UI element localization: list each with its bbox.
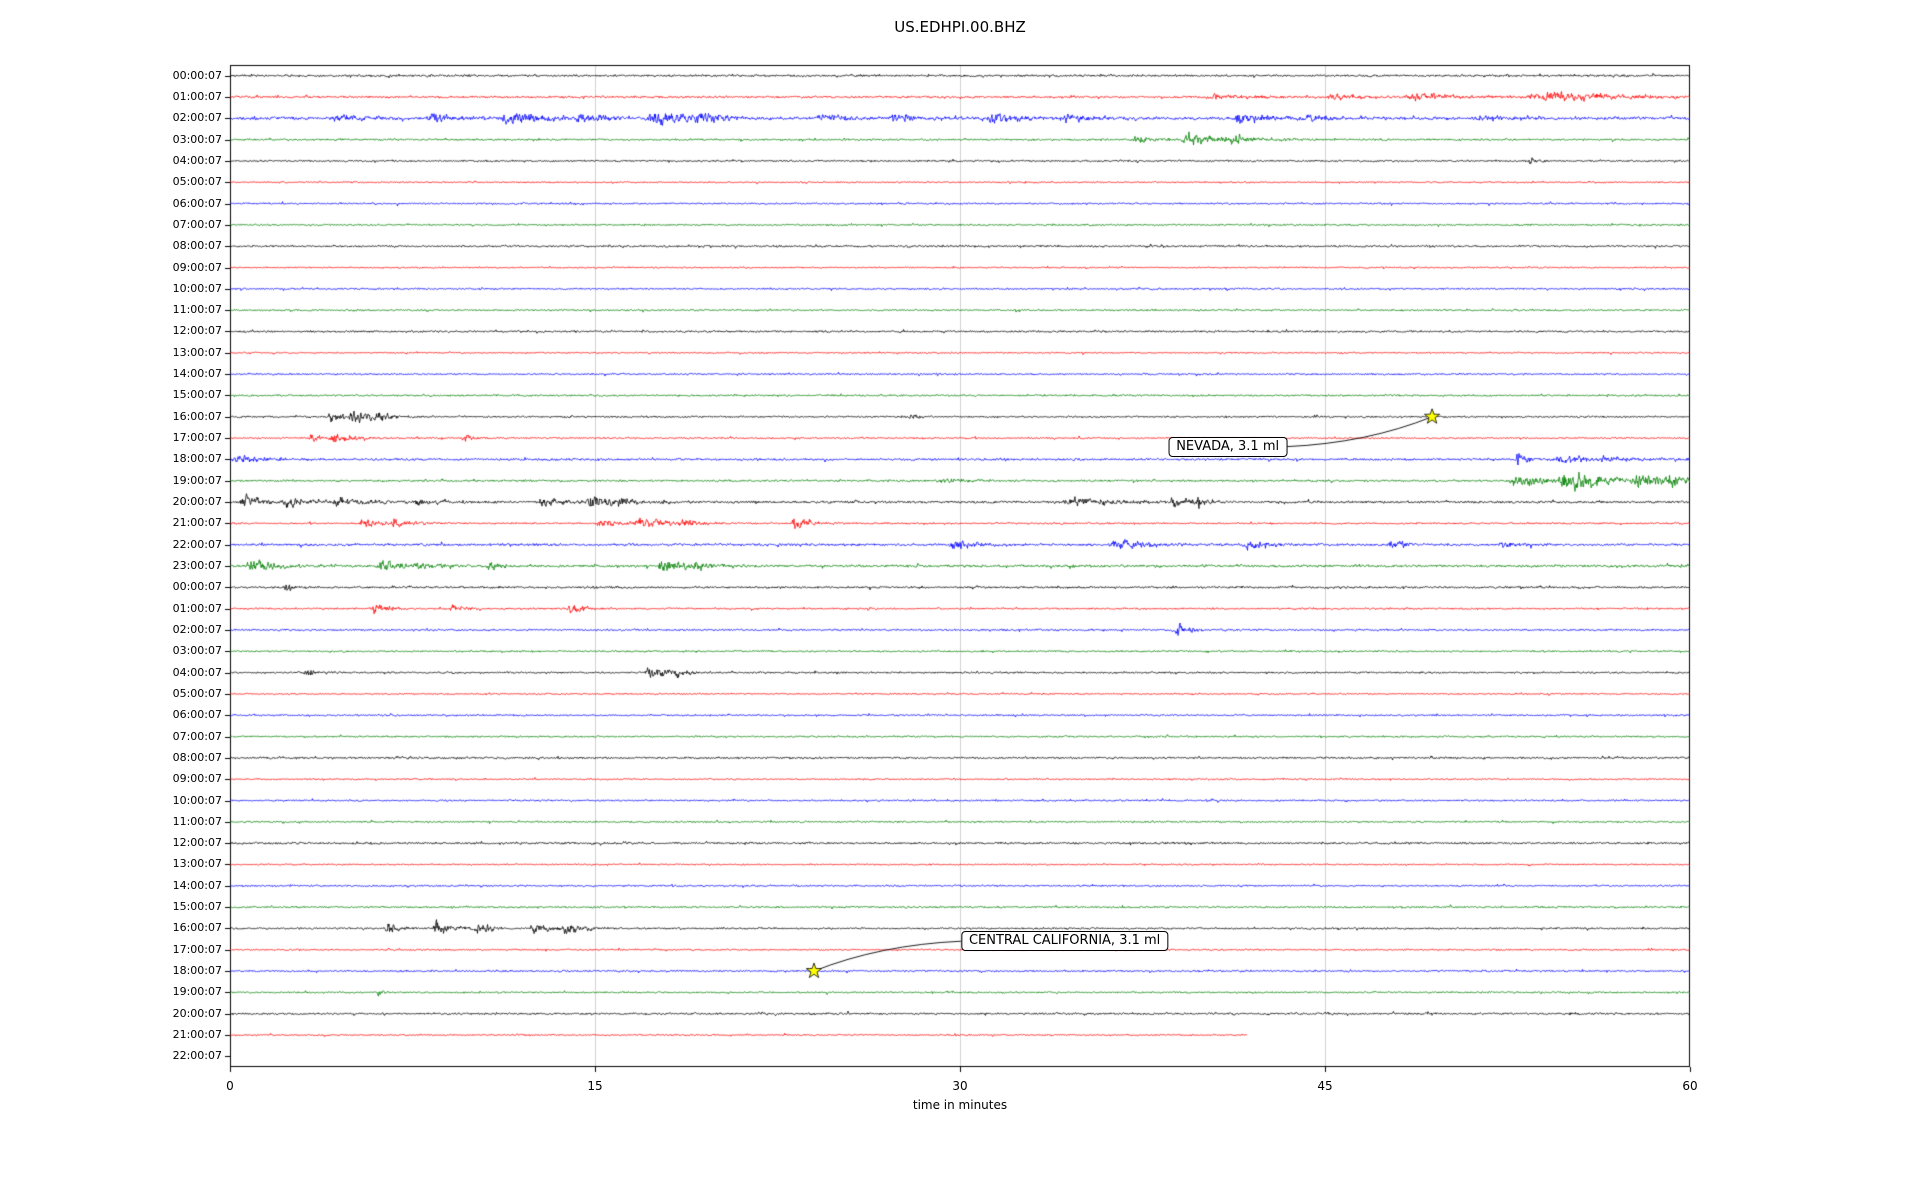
y-axis-label: 05:00:07 [172,175,222,189]
y-axis-label: 20:00:07 [172,495,222,509]
x-axis-tick-label: 45 [1317,1079,1333,1093]
y-axis-label: 12:00:07 [172,324,222,338]
y-axis-label: 11:00:07 [172,303,222,317]
y-axis-label: 06:00:07 [172,708,222,722]
y-axis-label: 10:00:07 [172,793,222,807]
y-axis-label: 00:00:07 [172,68,222,82]
y-axis-label: 03:00:07 [172,132,222,146]
y-axis-label: 17:00:07 [172,942,222,956]
y-axis-label: 11:00:07 [172,814,222,828]
y-axis-label: 01:00:07 [172,601,222,615]
y-axis-label: 15:00:07 [172,388,222,402]
y-axis-label: 19:00:07 [172,473,222,487]
y-axis-label: 09:00:07 [172,772,222,786]
y-axis-label: 16:00:07 [172,409,222,423]
chart-title: US.EDHPI.00.BHZ [894,18,1026,36]
y-axis-label: 08:00:07 [172,239,222,253]
y-axis-label: 21:00:07 [172,516,222,530]
y-axis-label: 03:00:07 [172,644,222,658]
y-axis-label: 02:00:07 [172,622,222,636]
event-annotation-label: CENTRAL CALIFORNIA, 3.1 ml [960,931,1169,952]
y-axis-label: 04:00:07 [172,153,222,167]
y-axis-label: 13:00:07 [172,345,222,359]
x-axis-tick-label: 15 [587,1079,603,1093]
y-axis-label: 01:00:07 [172,89,222,103]
y-axis-label: 14:00:07 [172,367,222,381]
y-axis-label: 16:00:07 [172,921,222,935]
y-axis-label: 22:00:07 [172,537,222,551]
y-axis-label: 12:00:07 [172,836,222,850]
y-axis-label: 07:00:07 [172,729,222,743]
y-axis-label: 23:00:07 [172,559,222,572]
y-axis-label: 19:00:07 [172,985,222,999]
y-axis-label: 14:00:07 [172,878,222,892]
y-axis-label: 17:00:07 [172,431,222,445]
y-axis-label: 06:00:07 [172,196,222,210]
y-axis-label: 04:00:07 [172,665,222,679]
y-axis-label: 07:00:07 [172,217,222,231]
x-axis-tick-label: 60 [1682,1079,1698,1093]
x-axis-tick-label: 30 [952,1079,968,1093]
y-axis-label: 00:00:07 [172,580,222,594]
event-annotation-label: NEVADA, 3.1 ml [1168,436,1288,457]
x-axis-title: time in minutes [912,1098,1008,1112]
y-axis-label: 18:00:07 [172,964,222,978]
y-axis-label: 05:00:07 [172,686,222,700]
y-axis-label: 20:00:07 [172,1006,222,1020]
y-axis-label: 21:00:07 [172,1028,222,1042]
y-axis-label: 10:00:07 [172,281,222,295]
y-axis-label: 15:00:07 [172,900,222,914]
y-axis-label: 18:00:07 [172,452,222,466]
y-axis-label: 08:00:07 [172,750,222,764]
y-axis-label: 09:00:07 [172,260,222,274]
y-axis-label: 02:00:07 [172,111,222,125]
x-axis-tick-label: 0 [226,1079,234,1093]
y-axis-label: 13:00:07 [172,857,222,871]
y-axis-label: 22:00:07 [172,1049,222,1063]
